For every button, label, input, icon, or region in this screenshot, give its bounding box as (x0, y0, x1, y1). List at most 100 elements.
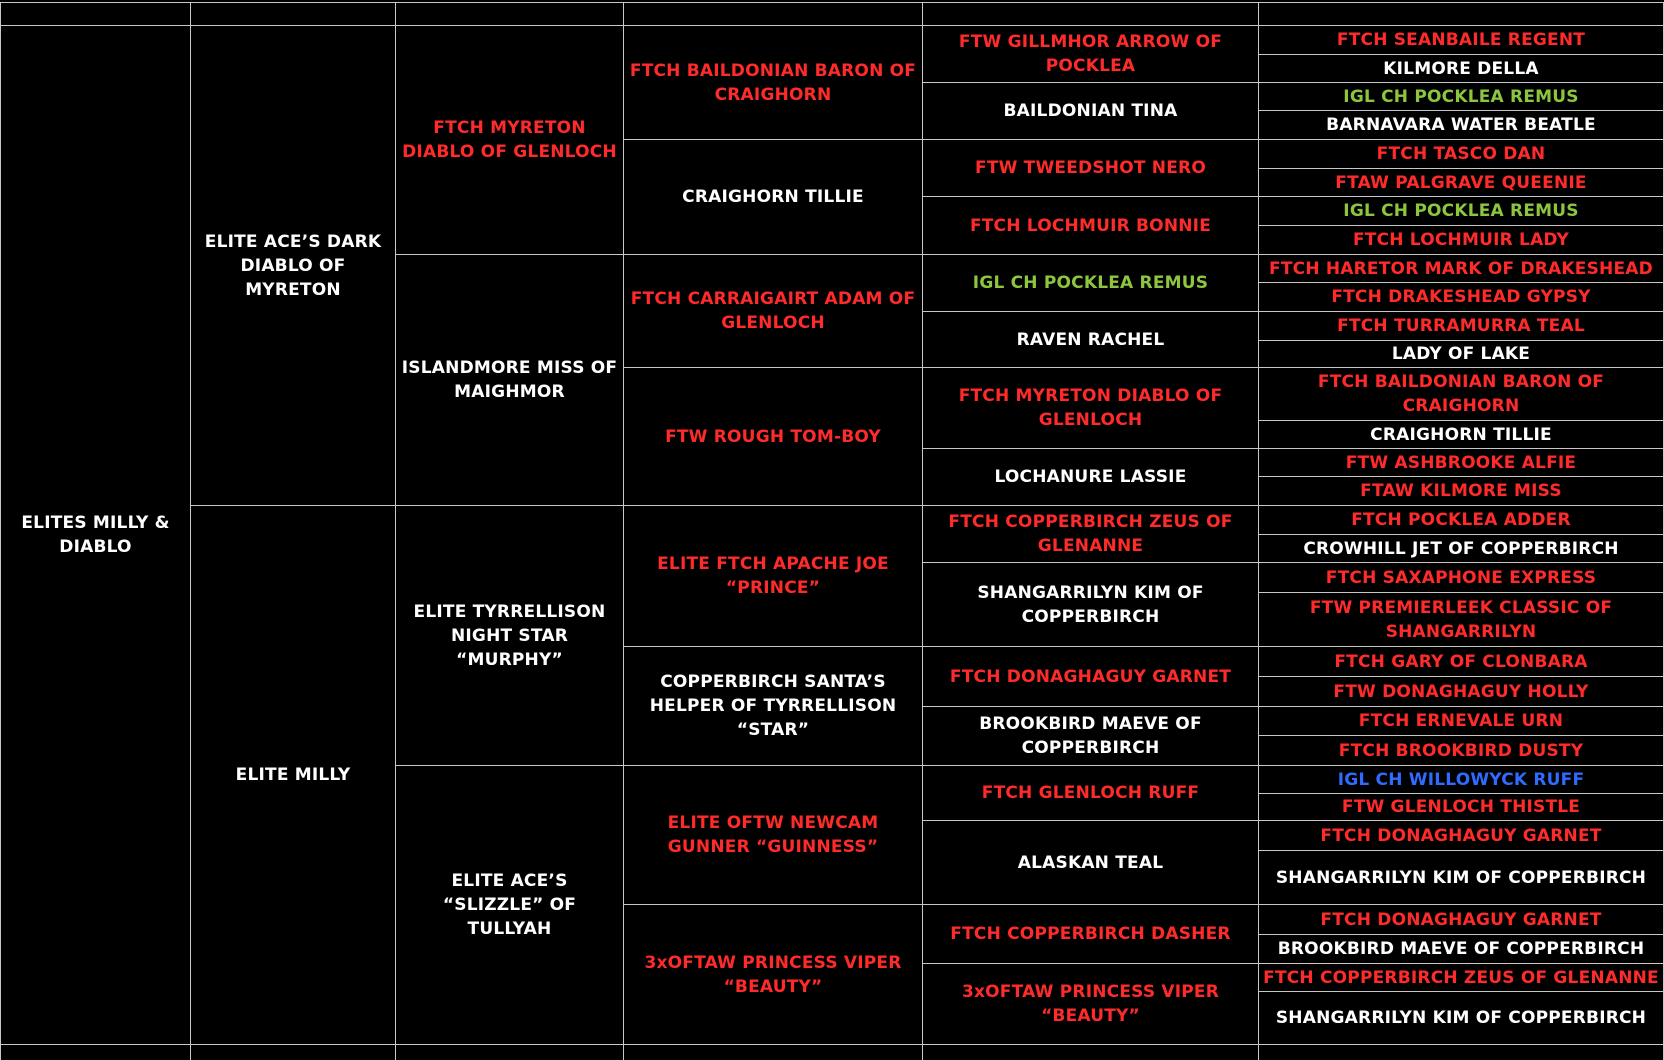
pedigree-cell: COPPERBIRCH SANTA’S HELPER OF TYRRELLISO… (623, 646, 923, 766)
pedigree-cell: ELITES MILLY & DIABLO (0, 25, 191, 1045)
header-cell (0, 2, 191, 26)
dog-name: ISLANDMORE MISS OF MAIGHMOR (401, 358, 618, 402)
dog-name: IGL CH POCKLEA REMUS (972, 273, 1209, 293)
dog-name: 3xOFTAW PRINCESS VIPER “BEAUTY” (961, 982, 1220, 1026)
pedigree-cell: FTCH SEANBAILE REGENT (1258, 25, 1664, 55)
pedigree-cell: FTCH DRAKESHEAD GYPSY (1258, 282, 1664, 312)
dog-name: FTCH GLENLOCH RUFF (981, 783, 1200, 803)
dog-name: FTCH DONAGHAGUY GARNET (1320, 909, 1602, 930)
pedigree-cell: FTCH TURRAMURRA TEAL (1258, 311, 1664, 341)
pedigree-cell: BROOKBIRD MAEVE OF COPPERBIRCH (922, 706, 1259, 766)
pedigree-cell: IGL CH POCKLEA REMUS (1258, 196, 1664, 226)
pedigree-cell: FTCH LOCHMUIR LADY (1258, 225, 1664, 255)
pedigree-cell: LADY OF LAKE (1258, 340, 1664, 368)
dog-name: RAVEN RACHEL (1016, 329, 1165, 350)
pedigree-cell: FTW DONAGHAGUY HOLLY (1258, 676, 1664, 707)
pedigree-cell: ELITE FTCH APACHE JOE “PRINCE” (623, 505, 923, 647)
pedigree-cell: ISLANDMORE MISS OF MAIGHMOR (395, 254, 624, 506)
dog-name: FTCH LOCHMUIR BONNIE (969, 215, 1212, 236)
pedigree-cell: FTCH BROOKBIRD DUSTY (1258, 735, 1664, 766)
pedigree-cell: ELITE ACE’S “SLIZZLE” OF TULLYAH (395, 765, 624, 1045)
pedigree-cell: FTCH GARY OF CLONBARA (1258, 646, 1664, 677)
dog-name: FTCH MYRETON DIABLO OF GLENLOCH (958, 386, 1223, 430)
pedigree-cell: RAVEN RACHEL (922, 311, 1259, 368)
dog-name: FTW TWEEDSHOT NERO (975, 158, 1206, 178)
dog-name: FTCH COPPERBIRCH ZEUS OF GLENANNE (1263, 967, 1659, 988)
dog-name: ELITE FTCH APACHE JOE “PRINCE” (657, 554, 889, 598)
dog-name: ELITES MILLY & DIABLO (21, 513, 170, 557)
footer-cell (190, 1044, 396, 1060)
pedigree-cell: ELITE OFTW NEWCAM GUNNER “GUINNESS” (623, 765, 923, 905)
pedigree-cell: FTCH COPPERBIRCH ZEUS OF GLENANNE (1258, 963, 1664, 992)
dog-name: CROWHILL JET OF COPPERBIRCH (1303, 538, 1619, 559)
pedigree-cell: FTAW KILMORE MISS (1258, 476, 1664, 506)
pedigree-cell: FTW GILLMHOR ARROW OF POCKLEA (922, 25, 1259, 83)
pedigree-cell: FTCH COPPERBIRCH ZEUS OF GLENANNE (922, 505, 1259, 563)
footer-cell (1258, 1044, 1664, 1060)
header-cell (190, 2, 396, 26)
pedigree-cell: CROWHILL JET OF COPPERBIRCH (1258, 534, 1664, 563)
dog-name: FTW PREMIERLEEK CLASSIC OF SHANGARRILYN (1309, 597, 1613, 642)
pedigree-cell: LOCHANURE LASSIE (922, 448, 1259, 506)
dog-name: FTCH DONAGHAGUY GARNET (949, 666, 1232, 687)
dog-name: ELITE TYRRELLISON NIGHT STAR “MURPHY” (413, 601, 606, 670)
dog-name: FTAW KILMORE MISS (1360, 481, 1562, 501)
pedigree-cell: CRAIGHORN TILLIE (1258, 420, 1664, 449)
dog-name: FTCH POCKLEA ADDER (1351, 510, 1571, 530)
dog-name: FTW GLENLOCH THISTLE (1341, 797, 1581, 817)
pedigree-cell: CRAIGHORN TILLIE (623, 139, 923, 255)
pedigree-cell: FTW ROUGH TOM-BOY (623, 367, 923, 506)
dog-name: 3xOFTAW PRINCESS VIPER “BEAUTY” (644, 952, 902, 997)
dog-name: FTW DONAGHAGUY HOLLY (1333, 681, 1589, 702)
dog-name: BROOKBIRD MAEVE OF COPPERBIRCH (979, 714, 1202, 758)
pedigree-cell: FTCH SAXAPHONE EXPRESS (1258, 562, 1664, 593)
pedigree-cell: FTW TWEEDSHOT NERO (922, 139, 1259, 197)
pedigree-cell: ALASKAN TEAL (922, 820, 1259, 905)
dog-name: IGL CH POCKLEA REMUS (1343, 86, 1579, 107)
dog-name: FTAW PALGRAVE QUEENIE (1335, 172, 1587, 193)
footer-cell (922, 1044, 1259, 1060)
dog-name: CRAIGHORN TILLIE (1370, 424, 1552, 445)
pedigree-cell: FTCH GLENLOCH RUFF (922, 765, 1259, 821)
pedigree-cell: FTCH TASCO DAN (1258, 139, 1664, 169)
pedigree-cell: FTCH HARETOR MARK OF DRAKESHEAD (1258, 254, 1664, 283)
header-cell (1258, 2, 1664, 26)
dog-name: FTW ROUGH TOM-BOY (665, 426, 881, 447)
pedigree-cell: BROOKBIRD MAEVE OF COPPERBIRCH (1258, 934, 1664, 964)
dog-name: COPPERBIRCH SANTA’S HELPER OF TYRRELLISO… (649, 672, 897, 740)
pedigree-cell: 3xOFTAW PRINCESS VIPER “BEAUTY” (623, 904, 923, 1045)
dog-name: LADY OF LAKE (1391, 344, 1531, 364)
dog-name: FTCH SEANBAILE REGENT (1336, 30, 1586, 50)
dog-name: FTCH SAXAPHONE EXPRESS (1325, 567, 1597, 588)
dog-name: ELITE ACE’S “SLIZZLE” OF TULLYAH (442, 871, 577, 939)
pedigree-cell: FTCH DONAGHAGUY GARNET (1258, 904, 1664, 935)
pedigree-cell: IGL CH POCKLEA REMUS (922, 254, 1259, 312)
pedigree-cell: FTCH MYRETON DIABLO OF GLENLOCH (922, 367, 1259, 449)
dog-name: FTCH COPPERBIRCH ZEUS OF GLENANNE (948, 512, 1233, 556)
header-cell (395, 2, 624, 26)
pedigree-cell: ELITE MILLY (190, 505, 396, 1045)
pedigree-cell: FTCH POCKLEA ADDER (1258, 505, 1664, 535)
pedigree-cell: FTCH LOCHMUIR BONNIE (922, 196, 1259, 255)
footer-cell (395, 1044, 624, 1060)
dog-name: ALASKAN TEAL (1017, 852, 1164, 873)
pedigree-cell: 3xOFTAW PRINCESS VIPER “BEAUTY” (922, 963, 1259, 1045)
dog-name: KILMORE DELLA (1383, 58, 1539, 79)
pedigree-cell: ELITE ACE’S DARK DIABLO OF MYRETON (190, 25, 396, 506)
pedigree-cell: SHANGARRILYN KIM OF COPPERBIRCH (1258, 850, 1664, 905)
dog-name: FTCH TURRAMURRA TEAL (1337, 316, 1585, 336)
dog-name: SHANGARRILYN KIM OF COPPERBIRCH (1275, 867, 1647, 888)
header-cell (922, 2, 1259, 26)
pedigree-cell: FTCH BAILDONIAN BARON OF CRAIGHORN (1258, 367, 1664, 421)
dog-name: FTCH DRAKESHEAD GYPSY (1331, 287, 1591, 307)
pedigree-cell: FTW PREMIERLEEK CLASSIC OF SHANGARRILYN (1258, 592, 1664, 647)
pedigree-cell: FTW GLENLOCH THISTLE (1258, 793, 1664, 821)
dog-name: BARNAVARA WATER BEATLE (1326, 115, 1596, 135)
dog-name: FTW GILLMHOR ARROW OF POCKLEA (958, 32, 1223, 76)
dog-name: FTW ASHBROOKE ALFIE (1345, 452, 1577, 473)
pedigree-cell: IGL CH WILLOWYCK RUFF (1258, 765, 1664, 794)
dog-name: BROOKBIRD MAEVE OF COPPERBIRCH (1277, 939, 1645, 959)
footer-cell (623, 1044, 923, 1060)
dog-name: ELITE OFTW NEWCAM GUNNER “GUINNESS” (667, 813, 879, 857)
